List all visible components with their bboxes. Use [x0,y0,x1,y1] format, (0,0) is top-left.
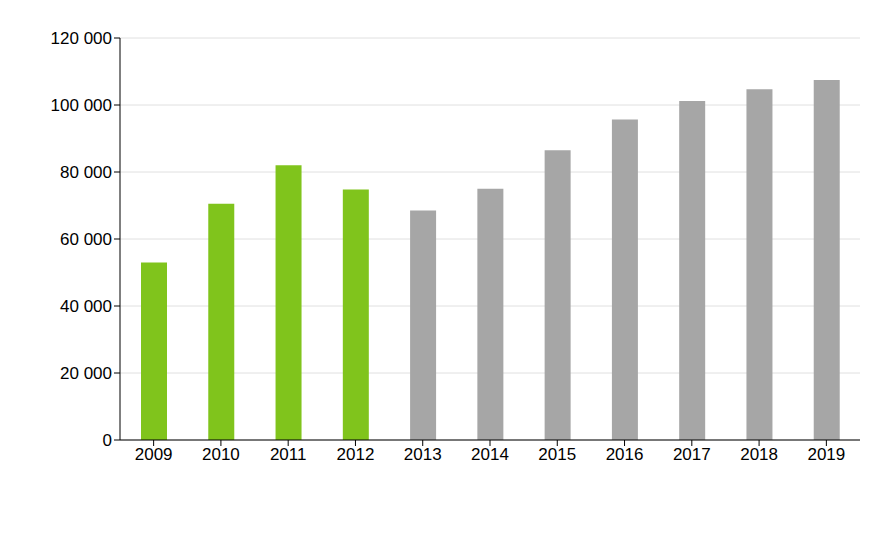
svg-text:60 000: 60 000 [60,230,112,249]
svg-text:120 000: 120 000 [51,29,112,48]
svg-text:2009: 2009 [135,445,173,464]
svg-text:2016: 2016 [606,445,644,464]
svg-text:100 000: 100 000 [51,96,112,115]
svg-text:20 000: 20 000 [60,364,112,383]
svg-text:2018: 2018 [740,445,778,464]
svg-text:2012: 2012 [337,445,375,464]
svg-text:2017: 2017 [673,445,711,464]
svg-text:2013: 2013 [404,445,442,464]
svg-text:0: 0 [103,431,112,450]
svg-text:2011: 2011 [270,445,307,464]
svg-text:2019: 2019 [807,445,845,464]
svg-text:2010: 2010 [202,445,240,464]
svg-text:2015: 2015 [538,445,576,464]
svg-text:80 000: 80 000 [60,163,112,182]
svg-text:2014: 2014 [471,445,509,464]
svg-text:40 000: 40 000 [60,297,112,316]
